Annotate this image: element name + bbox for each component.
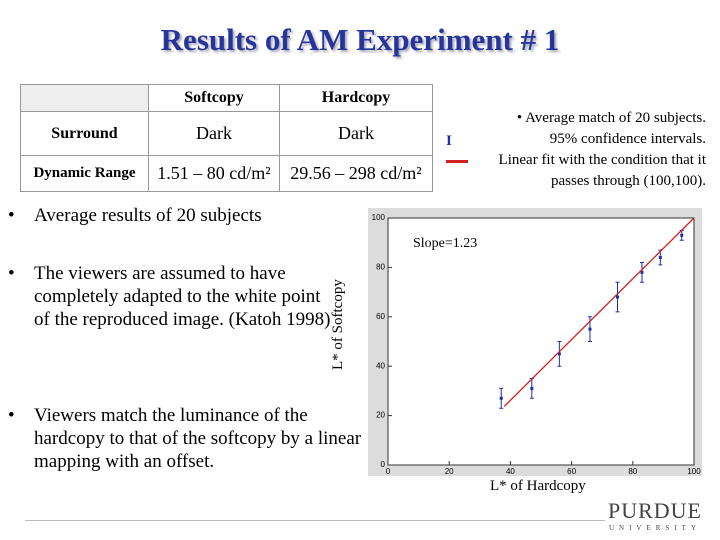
y-tick-label: 80 bbox=[376, 263, 385, 272]
point bbox=[557, 352, 561, 356]
legend-text: Average match of 20 subjects. bbox=[525, 110, 706, 126]
legend-entry: I 95% confidence intervals. bbox=[446, 131, 706, 149]
table-cell: Dynamic Range bbox=[20, 155, 149, 192]
y-tick-label: 40 bbox=[376, 361, 385, 370]
plot-area bbox=[387, 217, 695, 466]
y-tick-label: 60 bbox=[376, 312, 385, 321]
point bbox=[680, 233, 684, 237]
table-header: Hardcopy bbox=[279, 84, 433, 112]
y-tick-label: 100 bbox=[372, 213, 386, 222]
x-tick-label: 40 bbox=[506, 467, 515, 476]
table-cell bbox=[20, 84, 149, 112]
logo: PURDUE UNIVERSITY bbox=[608, 498, 702, 532]
legend-text: 95% confidence intervals. bbox=[549, 131, 706, 147]
y-axis-label: L* of Softcopy bbox=[330, 279, 347, 370]
x-tick-label: 0 bbox=[386, 467, 391, 476]
legend-text: Linear fit with the condition that it pa… bbox=[498, 152, 706, 189]
point bbox=[499, 396, 503, 400]
x-tick-label: 80 bbox=[628, 467, 637, 476]
logo-sub: UNIVERSITY bbox=[608, 524, 701, 532]
bullet-text: Average results of 20 subjects bbox=[34, 205, 262, 226]
fit-line bbox=[503, 217, 695, 407]
table-cell: Surround bbox=[20, 111, 149, 156]
x-tick-label: 60 bbox=[567, 467, 576, 476]
x-tick-label: 100 bbox=[687, 467, 701, 476]
bullet-text: Viewers match the luminance of the hardc… bbox=[34, 405, 362, 472]
table-cell: Dark bbox=[279, 111, 433, 156]
y-axis-label-text: L* of Softcopy bbox=[330, 279, 346, 370]
point bbox=[640, 270, 644, 274]
point bbox=[616, 295, 619, 299]
table-cell: Dark bbox=[148, 111, 280, 156]
slide-title: Results of AM Experiment # 1 bbox=[160, 22, 560, 57]
legend-entry: Linear fit with the condition that it pa… bbox=[446, 150, 706, 192]
point bbox=[658, 256, 662, 260]
bullet-text: The viewers are assumed to have complete… bbox=[34, 263, 331, 330]
table-header: Softcopy bbox=[148, 84, 280, 112]
y-tick-label: 20 bbox=[376, 411, 385, 420]
x-tick-label: 20 bbox=[445, 467, 454, 476]
divider bbox=[25, 520, 605, 521]
table-cell: 1.51 – 80 cd/m² bbox=[148, 155, 280, 192]
annotation: Slope=1.23 bbox=[413, 236, 477, 251]
table-cell: 29.56 – 298 cd/m² bbox=[279, 155, 433, 192]
logo-name: PURDUE bbox=[607, 498, 702, 523]
point bbox=[530, 386, 534, 390]
y-tick-label: 0 bbox=[381, 460, 386, 469]
legend-entry: • Average match of 20 subjects. bbox=[516, 110, 706, 126]
x-axis-label: L* of Hardcopy bbox=[490, 478, 586, 494]
chart: 0 20 40 60 80 100 0 20 40 60 80 100 Slope=1.23 bbox=[368, 208, 702, 476]
point bbox=[588, 327, 592, 331]
legend: • Average match of 20 subjects. I 95% con… bbox=[446, 108, 706, 192]
settings-table: Softcopy Hardcopy Surround Dark Dark Dyn… bbox=[20, 84, 433, 192]
